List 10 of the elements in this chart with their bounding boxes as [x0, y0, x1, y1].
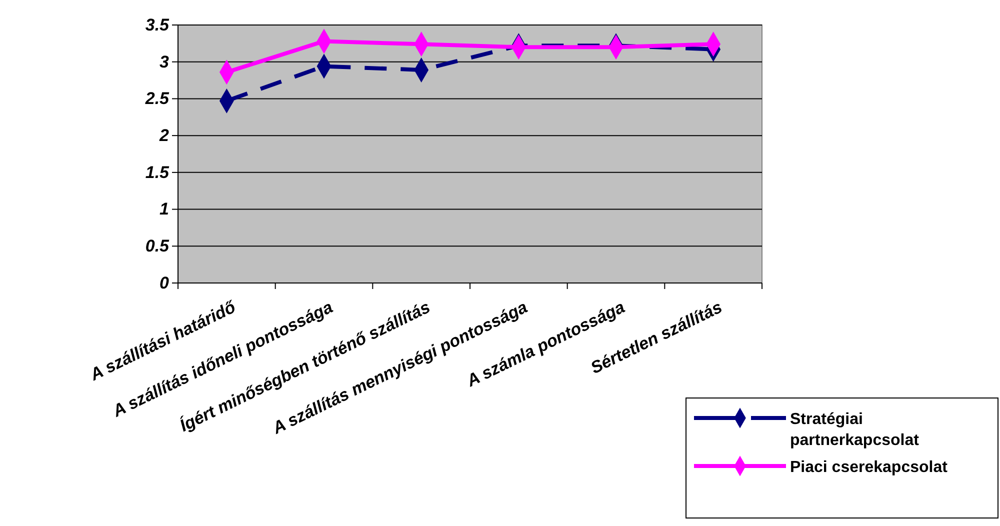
y-tick-label: 3.5 — [145, 15, 170, 34]
y-tick-label: 1.5 — [145, 162, 170, 182]
y-tick-label: 3 — [160, 52, 170, 72]
legend-label: Stratégiai partnerkapcsolat — [790, 411, 920, 449]
y-tick-label: 0.5 — [145, 236, 170, 256]
y-tick-label: 0 — [160, 273, 170, 292]
y-tick-label: 2 — [158, 126, 170, 146]
legend-label: Piaci cserekapcsolat — [790, 459, 948, 476]
y-tick-label: 1 — [160, 200, 169, 219]
y-tick-label: 2.5 — [144, 89, 170, 108]
